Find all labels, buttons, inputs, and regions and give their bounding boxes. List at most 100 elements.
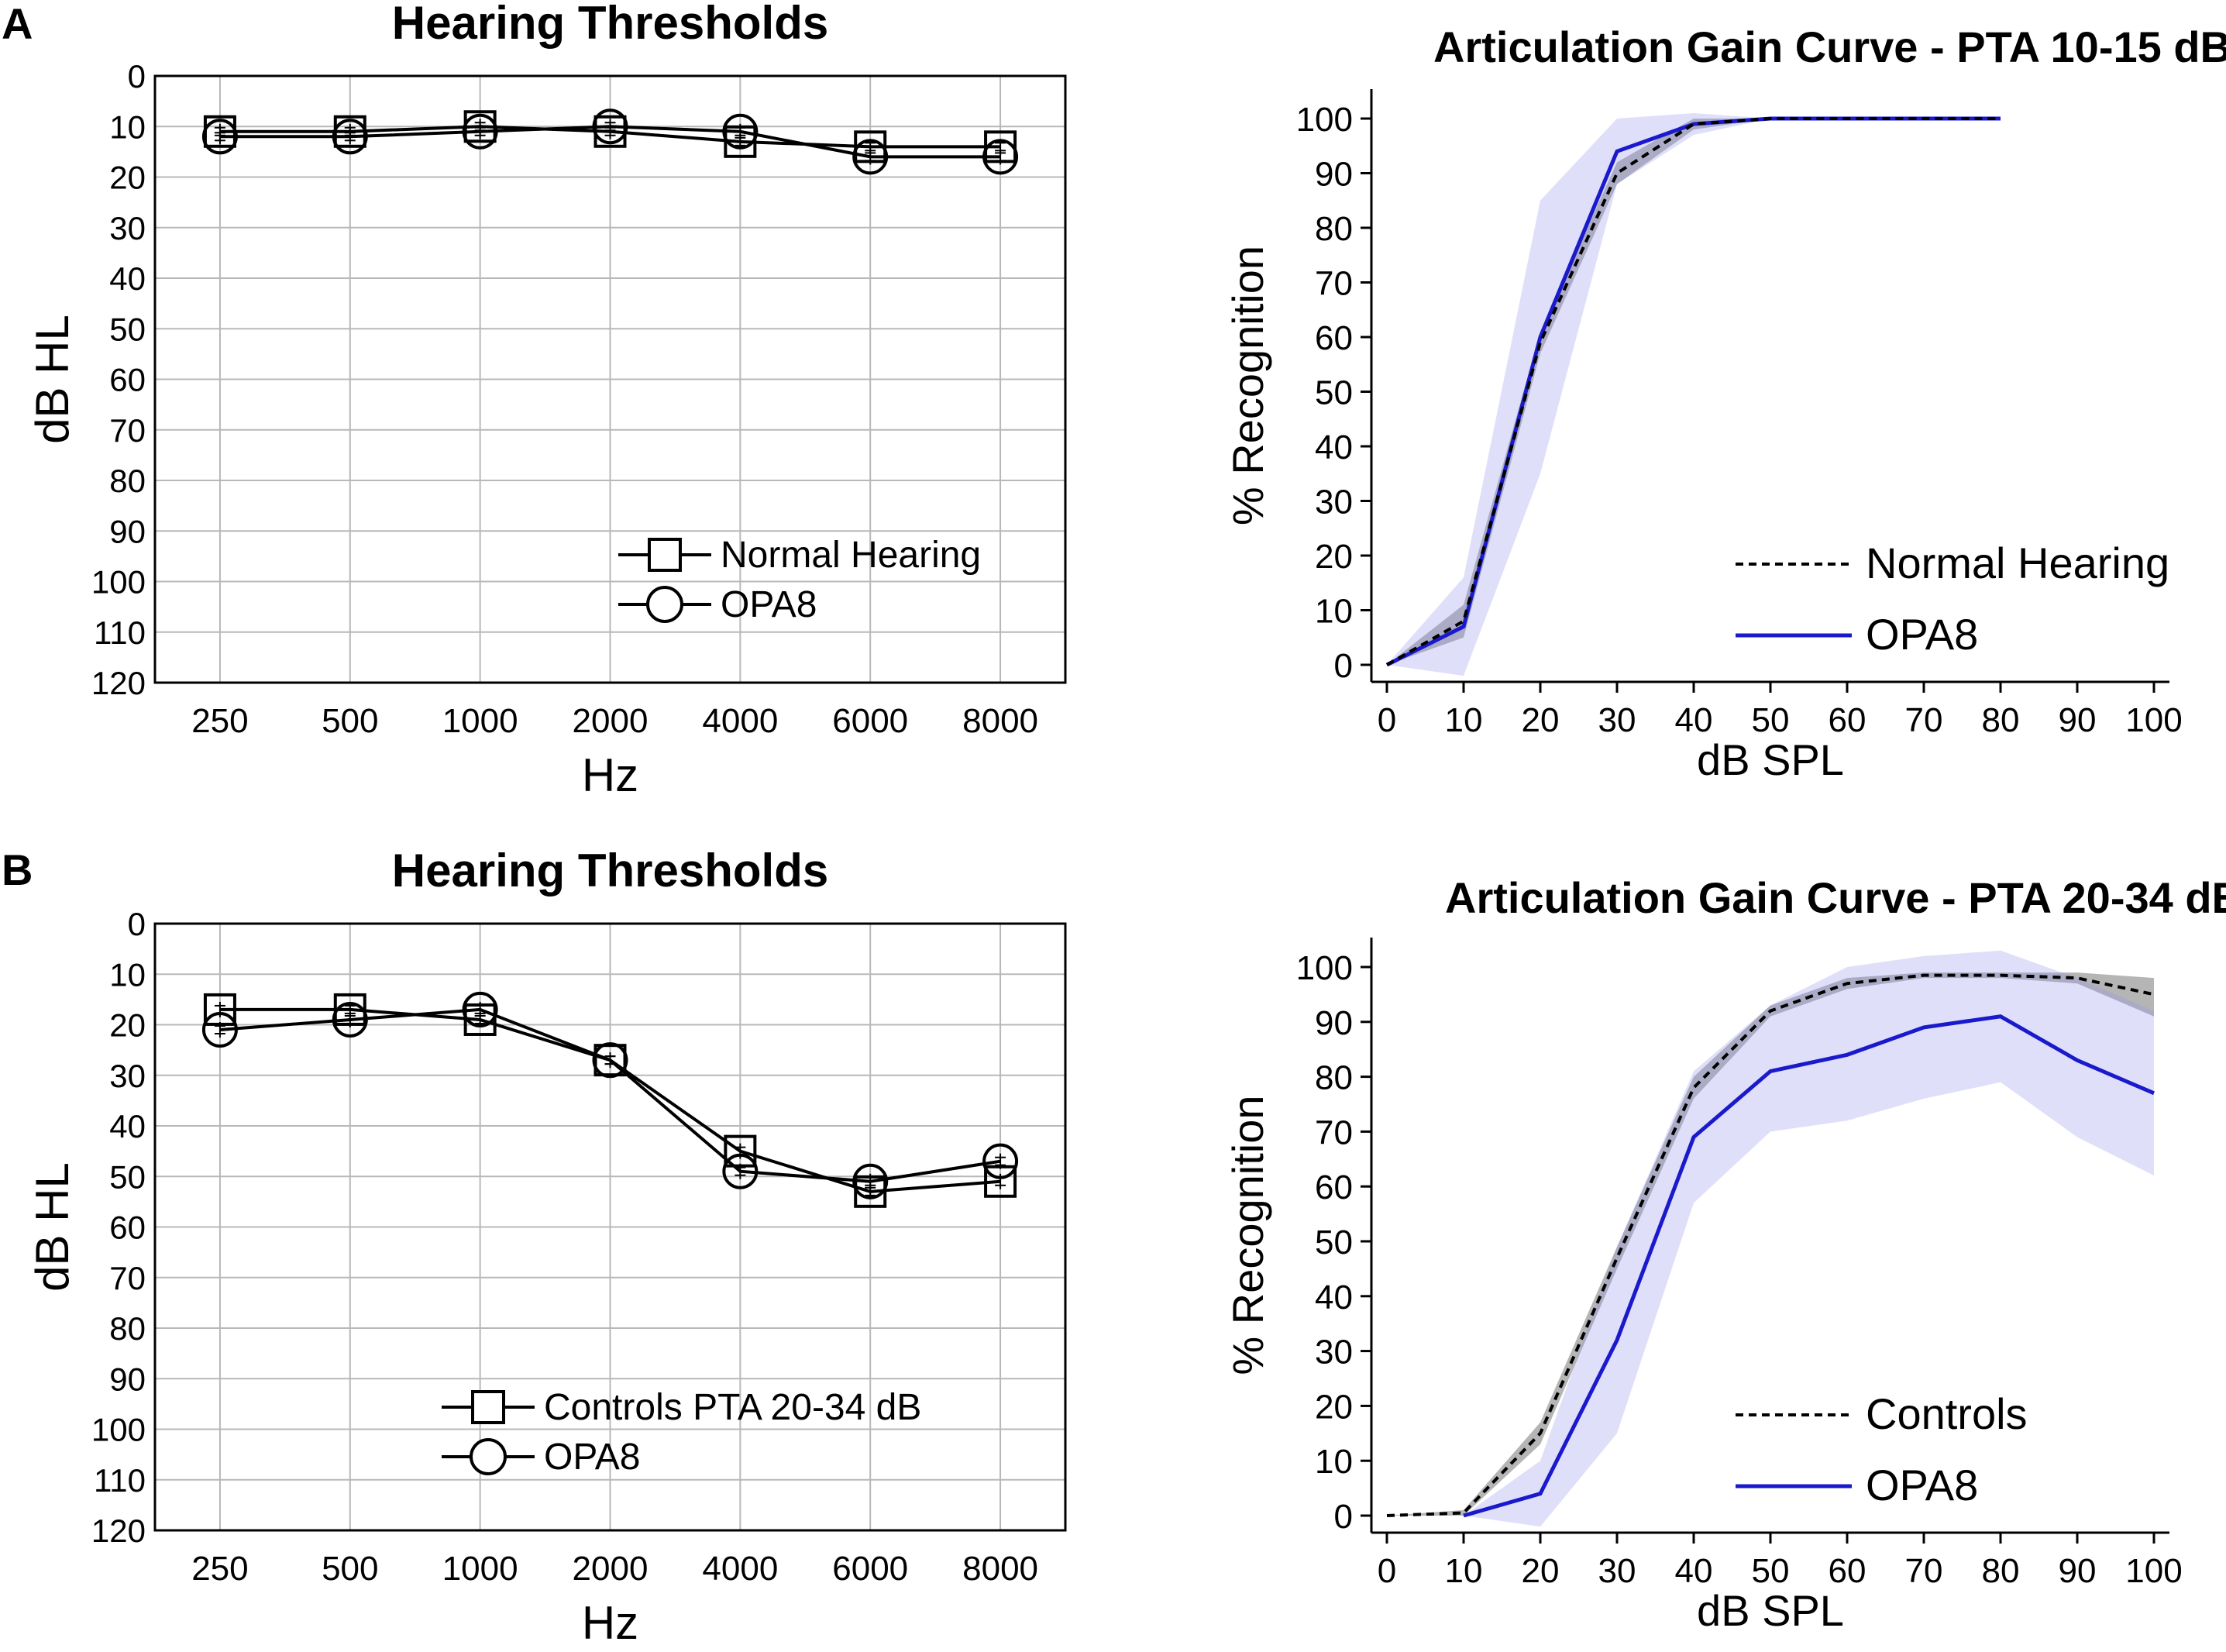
x-tick-label: 500 (322, 1550, 378, 1588)
x-tick-label: 40 (1675, 1552, 1713, 1590)
articulation-gain-chart-b: 0 10 20 30 40 50 60 70 80 90 100 0 10 20 30 40 50 60 70 80 9… (1223, 873, 2226, 1635)
y-tick-label: 20 (1315, 538, 1353, 576)
panel-label-b: B (2, 845, 33, 894)
y-tick-label: 80 (1315, 1059, 1353, 1097)
legend-label: OPA8 (721, 584, 817, 625)
y-tick-label: 20 (1315, 1388, 1353, 1426)
plot-frame (153, 922, 1067, 1532)
y-tick-label: 60 (1315, 319, 1353, 357)
x-tick-label: 0 (1378, 1552, 1396, 1590)
x-tick-label: 70 (1905, 701, 1943, 739)
confidence-band (1464, 950, 2154, 1527)
y-tick-label: 10 (109, 956, 146, 993)
x-tick-label: 100 (2125, 1552, 2182, 1590)
y-tick-label: 0 (1334, 1498, 1353, 1536)
x-tick-label: 50 (1752, 701, 1790, 739)
x-tick-label: 6000 (832, 1550, 908, 1588)
y-tick-label: 0 (1334, 647, 1353, 685)
x-tick-label: 2000 (573, 1550, 649, 1588)
x-tick-label: 4000 (702, 702, 778, 740)
y-tick-label: 120 (91, 1513, 146, 1549)
y-tick-label: 120 (91, 665, 146, 701)
y-tick-label: 50 (1315, 374, 1353, 412)
y-tick-label: 80 (109, 463, 146, 499)
x-tick-label: 30 (1598, 1552, 1636, 1590)
x-tick-label: 250 (191, 1550, 248, 1588)
x-axis-label: Hz (582, 749, 638, 801)
x-tick-label: 2000 (573, 702, 649, 740)
y-tick-label: 50 (109, 311, 146, 347)
y-tick-label: 60 (109, 1210, 146, 1246)
x-tick-label: 500 (322, 702, 378, 740)
x-tick-label: 1000 (442, 1550, 518, 1588)
chart-title: Articulation Gain Curve - PTA 10-15 dB (1433, 22, 2226, 71)
data-point-circle (592, 1042, 628, 1079)
y-tick-label: 80 (1315, 210, 1353, 248)
chart-title: Hearing Thresholds (392, 845, 828, 897)
y-tick-label: 40 (1315, 428, 1353, 466)
x-tick-label: 100 (2125, 701, 2182, 739)
y-tick-label: 0 (128, 58, 146, 95)
y-tick-label: 40 (109, 260, 146, 297)
x-axis-label: Hz (582, 1597, 638, 1649)
x-tick-label: 8000 (962, 702, 1038, 740)
x-tick-label: 6000 (832, 702, 908, 740)
data-point-circle (722, 1153, 759, 1189)
y-tick-label: 10 (1315, 593, 1353, 631)
y-tick-label: 40 (109, 1108, 146, 1144)
legend-marker-circle (646, 586, 683, 623)
x-tick-label: 0 (1378, 701, 1396, 739)
data-point-circle (201, 1012, 238, 1048)
panel-label-a: A (2, 0, 33, 48)
y-tick-label: 90 (109, 513, 146, 549)
x-tick-label: 250 (191, 702, 248, 740)
y-tick-label: 30 (1315, 1334, 1353, 1372)
legend-label: Normal Hearing (721, 535, 981, 576)
legend-label: OPA8 (1866, 1461, 1978, 1509)
y-axis-label: dB HL (26, 315, 78, 444)
y-tick-label: 100 (1296, 949, 1353, 987)
data-point-circle (982, 139, 1019, 175)
x-tick-label: 90 (2059, 701, 2097, 739)
data-point-circle (852, 139, 889, 175)
y-tick-label: 70 (109, 1260, 146, 1296)
y-tick-label: 50 (1315, 1224, 1353, 1261)
y-tick-label: 60 (109, 362, 146, 398)
y-tick-label: 110 (94, 1462, 146, 1499)
data-point-circle (722, 113, 759, 150)
x-tick-label: 60 (1829, 1552, 1866, 1590)
data-point-circle (852, 1163, 889, 1199)
data-point-circle (982, 1143, 1019, 1179)
data-point-circle (462, 113, 498, 150)
x-tick-label: 30 (1598, 701, 1636, 739)
y-tick-label: 80 (109, 1310, 146, 1347)
chart-title: Hearing Thresholds (392, 0, 828, 49)
y-tick-label: 70 (1315, 265, 1353, 303)
y-tick-label: 20 (109, 1007, 146, 1044)
series-line (1463, 1014, 2155, 1518)
data-point-circle (332, 1001, 368, 1038)
y-tick-label: 110 (94, 614, 146, 651)
y-tick-label: 50 (109, 1158, 146, 1195)
data-point-circle (332, 119, 368, 155)
legend-marker-square (471, 1390, 505, 1424)
series-line (1386, 973, 2155, 1517)
chart-title: Articulation Gain Curve - PTA 20-34 dB (1445, 873, 2226, 922)
articulation-gain-chart-a: 0 10 20 30 40 50 60 70 80 90 100 0 10 20 30 40 50 60 70 80 9… (1223, 22, 2226, 784)
series-line (1386, 117, 2001, 666)
y-tick-label: 10 (109, 108, 146, 145)
y-tick-label: 60 (1315, 1168, 1353, 1206)
y-tick-label: 40 (1315, 1279, 1353, 1316)
y-tick-label: 20 (109, 160, 146, 196)
legend-label: Controls (1866, 1389, 2028, 1438)
y-axis-label: % Recognition (1223, 1095, 1272, 1375)
x-tick-label: 90 (2059, 1552, 2097, 1590)
y-axis-label: % Recognition (1223, 246, 1272, 525)
y-tick-label: 70 (1315, 1113, 1353, 1151)
legend-label: OPA8 (544, 1437, 641, 1478)
data-point-circle (592, 108, 628, 145)
hearing-thresholds-chart-a: 0 10 20 30 40 50 60 70 80 90 100 110 120 250 500 1000 20… (26, 0, 1067, 801)
x-tick-label: 8000 (962, 1550, 1038, 1588)
y-tick-label: 0 (128, 906, 146, 942)
plot-frame (153, 74, 1067, 684)
